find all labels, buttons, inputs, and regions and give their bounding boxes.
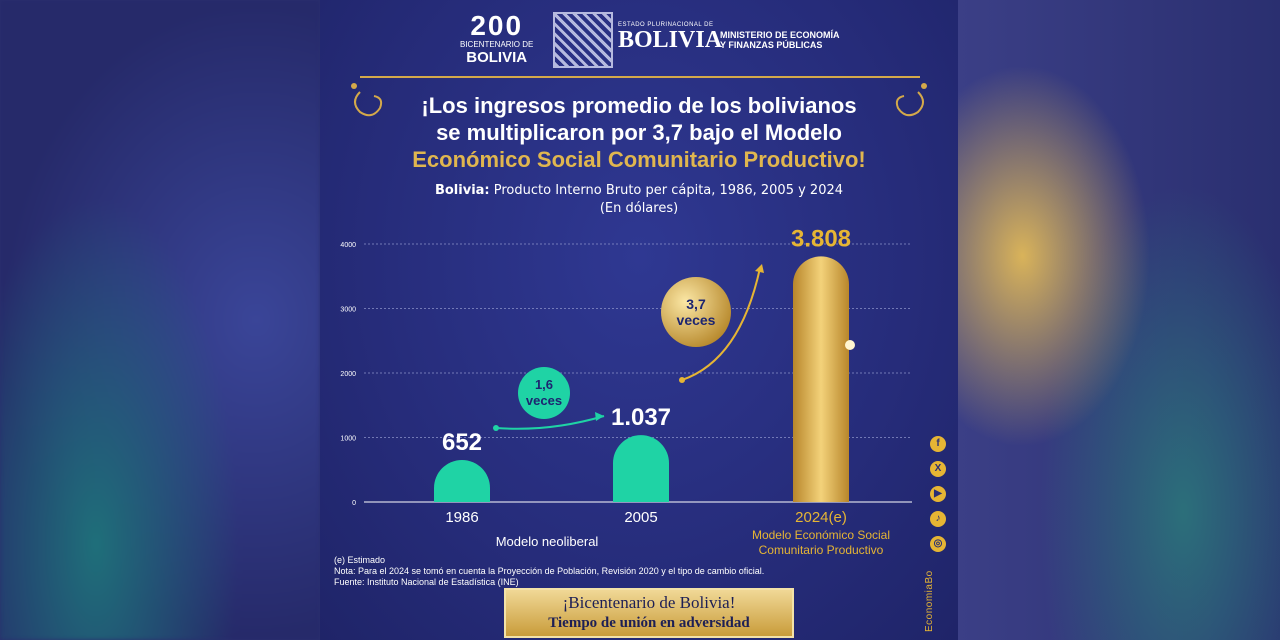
page-title: ¡Los ingresos promedio de los bolivianos…: [320, 92, 958, 173]
ministerio-line2: Y FINANZAS PÚBLICAS: [720, 40, 823, 50]
youtube-icon: ▶: [930, 486, 946, 502]
subtitle-text: Producto Interno Bruto per cápita, 1986,…: [493, 183, 844, 198]
banner-line1: ¡Bicentenario de Bolivia!: [562, 593, 736, 612]
note-estimated: (e) Estimado: [334, 555, 386, 565]
ministerio-logo: MINISTERIO DE ECONOMÍA Y FINANZAS PÚBLIC…: [720, 30, 850, 50]
value-label: 1.037: [611, 404, 671, 431]
group-label-mescp-line2: Comunitario Productivo: [759, 543, 884, 557]
logo-bar: 200 BICENTENARIO DE BOLIVIA ESTADO PLURI…: [320, 10, 958, 68]
logo-200-mark: 200: [470, 10, 524, 41]
title-line2: se multiplicaron por 3,7 bajo el Modelo: [436, 120, 842, 145]
y-tick-label: 2000: [340, 371, 356, 378]
y-tick-label: 4000: [340, 242, 356, 249]
growth-arrow-1: [495, 415, 605, 430]
chart-subtitle: Bolivia: Producto Interno Bruto per cápi…: [320, 182, 958, 218]
value-label: 3.808: [791, 225, 851, 252]
infographic-poster: 200 BICENTENARIO DE BOLIVIA ESTADO PLURI…: [320, 0, 958, 640]
multiplier-1-unit: veces: [526, 393, 562, 408]
y-tick-label: 1000: [340, 436, 356, 443]
bicentenario-banner: ¡Bicentenario de Bolivia! Tiempo de unió…: [504, 588, 794, 638]
title-line1: ¡Los ingresos promedio de los bolivianos: [421, 93, 857, 118]
value-label: 652: [442, 429, 482, 456]
chart-notes: (e) Estimado Nota: Para el 2024 se tomó …: [334, 555, 764, 588]
estado-caption: ESTADO PLURINACIONAL DE: [618, 22, 714, 28]
note-source: Fuente: Instituto Nacional de Estadístic…: [334, 577, 519, 587]
social-icons: f X ▶ ♪ ◎: [930, 436, 946, 561]
multiplier-badge-1: [518, 367, 570, 419]
x-tick-label: 2024(e): [795, 509, 847, 526]
multiplier-2-value: 3,7: [686, 296, 706, 312]
ornament-line: [360, 76, 920, 78]
instagram-icon: ◎: [930, 536, 946, 552]
state-emblem-icon: [553, 12, 613, 68]
multiplier-badge-2: [661, 277, 731, 347]
multiplier-1-value: 1,6: [535, 377, 553, 392]
x-tick-label: 1986: [445, 509, 478, 526]
logo-name: BOLIVIA: [466, 49, 528, 66]
x-tick-label: 2005: [624, 509, 657, 526]
facebook-icon: f: [930, 436, 946, 452]
arrow-head-2: [755, 264, 764, 273]
blurred-background-left: [0, 0, 320, 640]
growth-arrow-2: [681, 267, 761, 381]
arrow-start-dot-2: [679, 377, 685, 383]
banner-line2: Tiempo de unión en adversidad: [548, 615, 750, 631]
bar-1986: [434, 459, 490, 502]
note-methodology: Nota: Para el 2024 se tomó en cuenta la …: [334, 566, 765, 576]
y-tick-label: 3000: [340, 307, 356, 314]
estado-logo: ESTADO PLURINACIONAL DE BOLIVIA: [618, 22, 722, 52]
bicentenario-logo: 200 BICENTENARIO DE BOLIVIA: [460, 12, 533, 66]
tiktok-icon: ♪: [930, 511, 946, 527]
bar-2005: [613, 435, 669, 502]
logo-caption: BICENTENARIO DE: [460, 40, 534, 49]
subtitle-country: Bolivia:: [434, 183, 490, 198]
group-label-mescp-line1: Modelo Económico Social: [752, 528, 890, 542]
ministerio-line1: MINISTERIO DE ECONOMÍA: [720, 30, 840, 40]
blurred-background-right: [958, 0, 1280, 640]
ornament-flourish-icon: [351, 83, 927, 117]
arrow-head-1: [595, 412, 604, 421]
group-label-neoliberal: Modelo neoliberal: [496, 534, 599, 549]
sparkle-icon: [845, 340, 855, 350]
social-handle: EconomiaBo: [924, 570, 935, 632]
title-line3: Económico Social Comunitario Productivo!: [412, 147, 866, 172]
multiplier-2-unit: veces: [677, 312, 716, 328]
arrow-start-dot-1: [493, 425, 499, 431]
y-tick-label: 0: [352, 500, 356, 507]
bar-2024(e): [793, 256, 849, 502]
subtitle-unit: (En dólares): [599, 201, 679, 216]
estado-name: BOLIVIA: [618, 27, 723, 53]
gdp-bar-chart: 0 1000 2000 3000 4000 652 1986 1.037 2005 3.808 2…: [340, 225, 912, 557]
x-icon: X: [930, 461, 946, 477]
